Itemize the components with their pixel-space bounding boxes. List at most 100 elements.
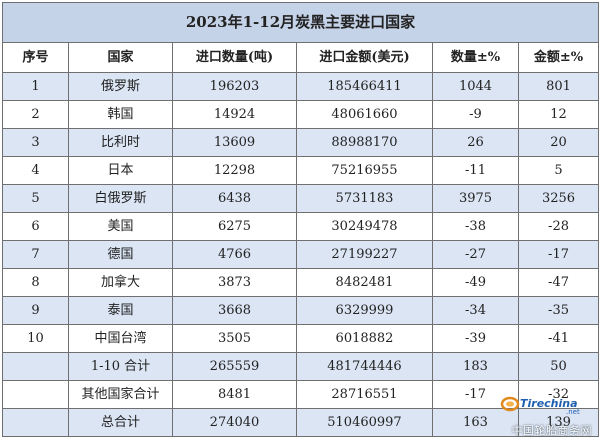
cell-index: 8 bbox=[2, 268, 69, 297]
header-amount: 进口金额(美元) bbox=[296, 42, 433, 73]
cell-quantity: 3873 bbox=[172, 268, 297, 297]
table-row: 7 德国 4766 27199227 -27 -17 bbox=[2, 240, 600, 269]
cell-amount: 28716551 bbox=[296, 380, 433, 409]
cell-index: 2 bbox=[2, 100, 69, 129]
cell-quantity-change: -27 bbox=[432, 240, 519, 269]
cell-country: 白俄罗斯 bbox=[68, 184, 173, 213]
cell-amount: 27199227 bbox=[296, 240, 433, 269]
cell-amount-change: 139 bbox=[517, 408, 600, 437]
cell-index bbox=[2, 352, 69, 381]
header-quantity-change: 数量±% bbox=[432, 42, 519, 73]
cell-amount-change: 12 bbox=[517, 100, 600, 129]
cell-country: 其他国家合计 bbox=[68, 380, 173, 409]
cell-country: 中国台湾 bbox=[68, 324, 173, 353]
cell-quantity: 14924 bbox=[172, 100, 297, 129]
cell-country: 日本 bbox=[68, 156, 173, 185]
cell-amount-change: 50 bbox=[517, 352, 600, 381]
cell-index: 6 bbox=[2, 212, 69, 241]
cell-quantity-change: -39 bbox=[432, 324, 519, 353]
cell-amount: 6018882 bbox=[296, 324, 433, 353]
cell-amount-change: -35 bbox=[517, 296, 600, 325]
table-row: 10 中国台湾 3505 6018882 -39 -41 bbox=[2, 324, 600, 353]
cell-quantity-change: -17 bbox=[432, 380, 519, 409]
cell-country: 韩国 bbox=[68, 100, 173, 129]
cell-index: 1 bbox=[2, 72, 69, 101]
cell-country: 比利时 bbox=[68, 128, 173, 157]
cell-quantity-change: 183 bbox=[432, 352, 519, 381]
cell-index bbox=[2, 380, 69, 409]
cell-amount-change: 801 bbox=[517, 72, 600, 101]
cell-quantity-change: -11 bbox=[432, 156, 519, 185]
cell-index: 5 bbox=[2, 184, 69, 213]
cell-index: 7 bbox=[2, 240, 69, 269]
table-row: 3 比利时 13609 88988170 26 20 bbox=[2, 128, 600, 157]
cell-amount-change: -47 bbox=[517, 268, 600, 297]
cell-amount: 30249478 bbox=[296, 212, 433, 241]
cell-amount-change: -28 bbox=[517, 212, 600, 241]
table-row: 1 俄罗斯 196203 185466411 1044 801 bbox=[2, 72, 600, 101]
cell-amount: 8482481 bbox=[296, 268, 433, 297]
header-amount-change: 金额±% bbox=[517, 42, 600, 73]
cell-quantity: 6438 bbox=[172, 184, 297, 213]
table-row: 2 韩国 14924 48061660 -9 12 bbox=[2, 100, 600, 129]
header-country: 国家 bbox=[68, 42, 173, 73]
table-row: 8 加拿大 3873 8482481 -49 -47 bbox=[2, 268, 600, 297]
cell-amount-change: 5 bbox=[517, 156, 600, 185]
cell-amount-change: -41 bbox=[517, 324, 600, 353]
cell-amount-change: -17 bbox=[517, 240, 600, 269]
cell-amount: 75216955 bbox=[296, 156, 433, 185]
cell-country: 美国 bbox=[68, 212, 173, 241]
cell-quantity: 12298 bbox=[172, 156, 297, 185]
table-row: 4 日本 12298 75216955 -11 5 bbox=[2, 156, 600, 185]
cell-amount: 481744446 bbox=[296, 352, 433, 381]
cell-quantity: 265559 bbox=[172, 352, 297, 381]
cell-country: 加拿大 bbox=[68, 268, 173, 297]
table-row: 9 泰国 3668 6329999 -34 -35 bbox=[2, 296, 600, 325]
table-row: 1-10 合计 265559 481744446 183 50 bbox=[2, 352, 600, 381]
cell-country: 泰国 bbox=[68, 296, 173, 325]
cell-quantity-change: -38 bbox=[432, 212, 519, 241]
cell-index: 10 bbox=[2, 324, 69, 353]
cell-country: 总合计 bbox=[68, 408, 173, 437]
cell-quantity-change: -9 bbox=[432, 100, 519, 129]
header-index: 序号 bbox=[2, 42, 69, 73]
cell-quantity: 274040 bbox=[172, 408, 297, 437]
cell-quantity-change: 1044 bbox=[432, 72, 519, 101]
cell-quantity: 4766 bbox=[172, 240, 297, 269]
cell-index: 4 bbox=[2, 156, 69, 185]
cell-country: 1-10 合计 bbox=[68, 352, 173, 381]
cell-country: 俄罗斯 bbox=[68, 72, 173, 101]
cell-quantity-change: -34 bbox=[432, 296, 519, 325]
cell-country: 德国 bbox=[68, 240, 173, 269]
header-quantity: 进口数量(吨) bbox=[172, 42, 297, 73]
cell-amount-change: -32 bbox=[517, 380, 600, 409]
cell-index bbox=[2, 408, 69, 437]
cell-index: 3 bbox=[2, 128, 69, 157]
cell-quantity: 196203 bbox=[172, 72, 297, 101]
cell-quantity-change: -49 bbox=[432, 268, 519, 297]
table-row: 6 美国 6275 30249478 -38 -28 bbox=[2, 212, 600, 241]
cell-amount: 185466411 bbox=[296, 72, 433, 101]
cell-amount: 510460997 bbox=[296, 408, 433, 437]
cell-amount: 48061660 bbox=[296, 100, 433, 129]
cell-quantity: 13609 bbox=[172, 128, 297, 157]
cell-amount-change: 20 bbox=[517, 128, 600, 157]
cell-amount: 88988170 bbox=[296, 128, 433, 157]
title-row: 2023年1-12月炭黑主要进口国家 bbox=[1, 2, 600, 43]
table-row: 其他国家合计 8481 28716551 -17 -32 bbox=[2, 380, 600, 409]
cell-quantity-change: 3975 bbox=[432, 184, 519, 213]
cell-amount: 5731183 bbox=[296, 184, 433, 213]
cell-quantity-change: 163 bbox=[432, 408, 519, 437]
cell-quantity: 8481 bbox=[172, 380, 297, 409]
cell-quantity: 3668 bbox=[172, 296, 297, 325]
cell-index: 9 bbox=[2, 296, 69, 325]
table-row: 5 白俄罗斯 6438 5731183 3975 3256 bbox=[2, 184, 600, 213]
table-row: 总合计 274040 510460997 163 139 bbox=[2, 408, 600, 437]
cell-quantity: 6275 bbox=[172, 212, 297, 241]
cell-amount: 6329999 bbox=[296, 296, 433, 325]
cell-quantity: 3505 bbox=[172, 324, 297, 353]
cell-quantity-change: 26 bbox=[432, 128, 519, 157]
header-row: 序号 国家 进口数量(吨) 进口金额(美元) 数量±% 金额±% bbox=[2, 42, 600, 73]
table-title: 2023年1-12月炭黑主要进口国家 bbox=[1, 2, 600, 43]
cell-amount-change: 3256 bbox=[517, 184, 600, 213]
